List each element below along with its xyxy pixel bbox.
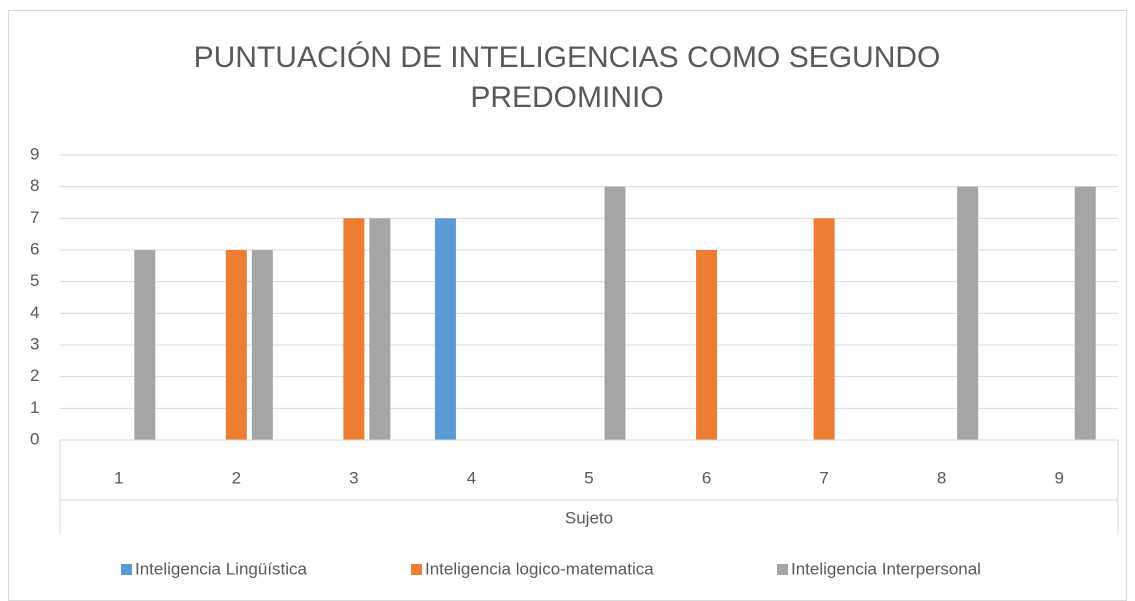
x-tick-label: 1 <box>114 468 123 487</box>
legend-label: Inteligencia Interpersonal <box>791 559 981 578</box>
x-tick-label: 9 <box>1054 468 1063 487</box>
x-tick-label: 8 <box>937 468 946 487</box>
x-tick-label: 2 <box>232 468 241 487</box>
x-tick-label: 7 <box>819 468 828 487</box>
legend-label: Inteligencia logico-matematica <box>425 559 654 578</box>
legend-swatch <box>121 564 132 575</box>
bar <box>696 250 718 440</box>
chart-title: PUNTUACIÓN DE INTELIGENCIAS COMO SEGUNDO… <box>193 41 941 114</box>
y-tick-label: 0 <box>30 429 39 448</box>
y-tick-label: 8 <box>30 176 39 195</box>
y-tick-label: 2 <box>30 366 39 385</box>
legend-swatch <box>777 564 788 575</box>
bar <box>957 186 979 440</box>
bar <box>369 218 391 440</box>
bar <box>434 218 456 440</box>
x-tick-label: 4 <box>467 468 476 487</box>
y-tick-label: 9 <box>30 144 39 163</box>
bar <box>813 218 835 440</box>
bar <box>225 250 247 440</box>
bar <box>134 250 156 440</box>
legend-label: Inteligencia Lingüística <box>135 559 308 578</box>
bar <box>251 250 273 440</box>
y-tick-label: 6 <box>30 239 39 258</box>
x-tick-label: 6 <box>702 468 711 487</box>
x-tick-label: 3 <box>349 468 358 487</box>
y-tick-label: 1 <box>30 398 39 417</box>
x-axis-title: Sujeto <box>565 508 613 527</box>
y-tick-label: 7 <box>30 208 39 227</box>
bar <box>343 218 365 440</box>
legend-swatch <box>411 564 422 575</box>
x-tick-label: 5 <box>584 468 593 487</box>
y-tick-label: 5 <box>30 271 39 290</box>
bar <box>1074 186 1096 440</box>
bar <box>604 186 626 440</box>
y-tick-label: 3 <box>30 334 39 353</box>
y-tick-label: 4 <box>30 303 39 322</box>
